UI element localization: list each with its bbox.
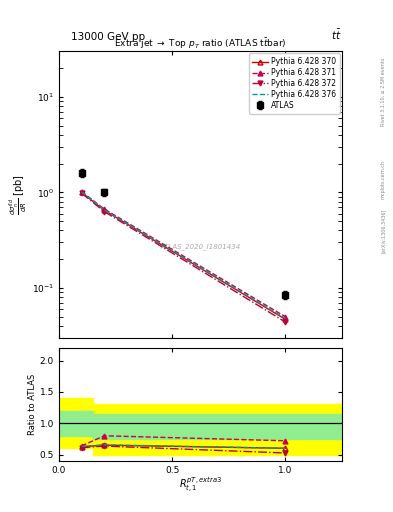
Text: ATLAS_2020_I1801434: ATLAS_2020_I1801434 (160, 243, 241, 249)
Legend: Pythia 6.428 370, Pythia 6.428 371, Pythia 6.428 372, Pythia 6.428 376, ATLAS: Pythia 6.428 370, Pythia 6.428 371, Pyth… (248, 53, 340, 114)
Text: [arXiv:1306.3436]: [arXiv:1306.3436] (381, 208, 386, 252)
Bar (59, 398, 93, 449)
Text: $t\bar{t}$: $t\bar{t}$ (331, 28, 342, 42)
Pythia 6.428 376 (102, 207, 107, 213)
Pythia 6.428 371 (102, 206, 107, 212)
Text: Rivet 3.1.10, ≥ 2.5M events: Rivet 3.1.10, ≥ 2.5M events (381, 58, 386, 126)
Bar (93, 414, 342, 439)
Y-axis label: Ratio to ATLAS: Ratio to ATLAS (28, 374, 37, 435)
Text: mcplots.cern.ch: mcplots.cern.ch (381, 160, 386, 199)
Line: Pythia 6.428 371: Pythia 6.428 371 (79, 189, 288, 319)
Pythia 6.428 372 (79, 190, 84, 196)
Pythia 6.428 370 (283, 316, 288, 323)
Pythia 6.428 372 (283, 319, 288, 325)
Pythia 6.428 370 (102, 207, 107, 214)
Line: Pythia 6.428 376: Pythia 6.428 376 (82, 192, 285, 318)
Pythia 6.428 370 (79, 189, 84, 196)
Pythia 6.428 376 (283, 315, 288, 322)
X-axis label: $R^{pT,extra3}_{t,1}$: $R^{pT,extra3}_{t,1}$ (179, 476, 222, 495)
Pythia 6.428 371 (79, 188, 84, 195)
Bar (93, 404, 342, 455)
Text: 13000 GeV pp: 13000 GeV pp (71, 32, 145, 42)
Line: Pythia 6.428 370: Pythia 6.428 370 (79, 190, 288, 322)
Title: Extra jet $\rightarrow$ Top $p_T$ ratio (ATLAS t$\bar{t}$bar): Extra jet $\rightarrow$ Top $p_T$ ratio … (114, 36, 286, 51)
Pythia 6.428 372 (102, 208, 107, 215)
Line: Pythia 6.428 372: Pythia 6.428 372 (79, 191, 288, 325)
Bar (59, 411, 93, 436)
Pythia 6.428 376 (79, 189, 84, 195)
Y-axis label: $\frac{d\sigma^{fid}_{n}}{dR}$ [pb]: $\frac{d\sigma^{fid}_{n}}{dR}$ [pb] (7, 174, 29, 215)
Pythia 6.428 371 (283, 314, 288, 320)
